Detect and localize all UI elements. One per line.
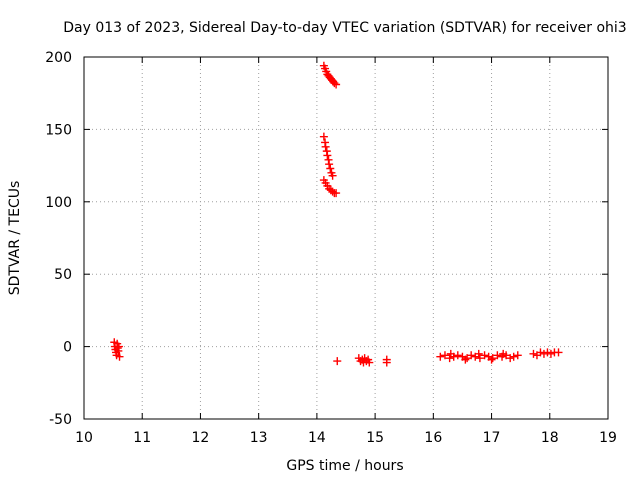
x-axis-label: GPS time / hours [286,458,403,474]
data-point [480,351,489,360]
plot-frame [83,56,609,420]
data-point [543,348,552,357]
x-tick-label: 18 [541,430,559,446]
data-point [453,351,462,360]
x-tick-label: 15 [366,430,384,446]
data-point [487,355,496,364]
x-tick-labels: 10 11 12 13 14 15 16 17 18 19 [75,430,617,446]
data-point [319,132,328,141]
data-point [382,358,391,367]
y-axis-label: SDTVAR / TECUs [7,181,23,296]
data-point [333,357,342,366]
data-point [509,352,518,361]
data-point [554,348,563,357]
data-point [546,349,555,358]
y-tick-label: 50 [54,267,72,283]
y-tick-label: 150 [45,122,72,138]
grid-lines [84,57,608,419]
data-point [536,348,545,357]
data-point [332,80,341,89]
axis-ticks [83,56,609,420]
data-point [467,351,476,360]
y-tick-label: 100 [45,195,72,211]
x-tick-label: 13 [250,430,268,446]
data-points [110,61,563,367]
data-point [461,355,470,364]
data-point [506,354,515,363]
data-point [440,351,449,360]
data-point [475,354,484,363]
data-point [328,171,337,180]
data-point [115,352,124,361]
y-tick-label: 200 [45,50,72,66]
y-tick-label: 0 [63,340,72,356]
data-point [328,187,337,196]
data-point [321,142,330,151]
x-tick-label: 17 [483,430,501,446]
x-tick-label: 16 [424,430,442,446]
data-point [513,351,522,360]
chart-title: Day 013 of 2023, Sidereal Day-to-day VTE… [63,20,626,36]
data-point [332,189,341,198]
y-tick-label: -50 [49,412,72,428]
data-point [325,160,334,169]
data-point [488,354,497,363]
data-point [445,354,454,363]
data-point [326,164,335,173]
x-tick-label: 11 [133,430,151,446]
x-tick-label: 10 [75,430,93,446]
data-point [365,358,374,367]
x-tick-label: 12 [192,430,210,446]
x-tick-label: 19 [599,430,617,446]
data-point [446,349,455,358]
data-point [493,351,502,360]
data-point [114,342,123,351]
x-tick-label: 14 [308,430,326,446]
data-point [436,352,445,361]
data-point [529,349,538,358]
data-point [330,79,339,88]
y-tick-labels: -50 0 50 100 150 200 [45,50,72,428]
data-point [323,151,332,160]
data-point [499,349,508,358]
data-point [539,349,548,358]
data-point [463,354,472,363]
data-point [474,349,483,358]
